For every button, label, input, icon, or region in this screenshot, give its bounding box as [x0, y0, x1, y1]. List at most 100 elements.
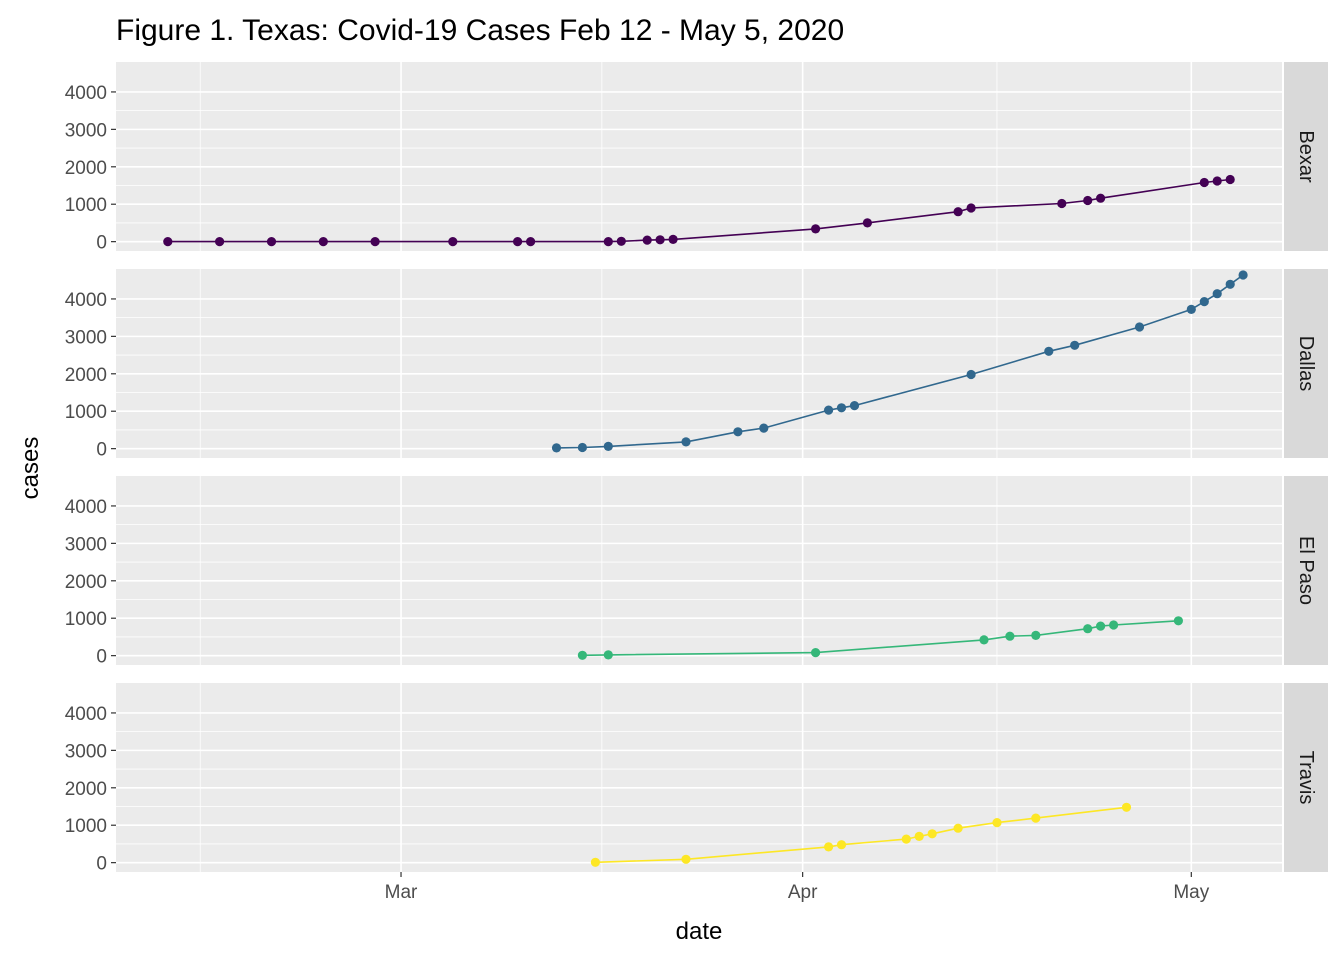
y-tick-label: 1000	[65, 609, 107, 630]
y-tick-label: 2000	[65, 779, 107, 800]
data-point	[992, 818, 1002, 828]
x-tick-label: Mar	[385, 882, 418, 903]
strip-label-dallas: Dallas	[1295, 336, 1317, 392]
y-tick-label: 3000	[65, 741, 107, 762]
data-point	[1199, 297, 1209, 307]
data-point	[655, 235, 665, 245]
data-point	[966, 369, 976, 380]
y-tick-label: 2000	[65, 158, 107, 179]
data-point	[979, 635, 989, 645]
y-tick-label: 1000	[65, 402, 107, 423]
data-point	[577, 650, 588, 660]
data-point	[862, 218, 873, 228]
y-tick-label: 3000	[65, 120, 107, 141]
panel-background	[116, 269, 1282, 458]
data-point	[616, 236, 626, 246]
facet-bexar: 0 1000 2000 3000 4000 Bexar	[65, 62, 1328, 254]
chart-title: Figure 1. Texas: Covid-19 Cases Feb 12 -…	[116, 14, 844, 47]
data-point	[1212, 289, 1222, 299]
data-point	[603, 237, 613, 247]
data-point	[1031, 630, 1041, 641]
strip-label-bexar: Bexar	[1295, 130, 1317, 183]
data-point	[953, 207, 963, 217]
data-point	[681, 854, 691, 864]
strip-background	[1284, 269, 1328, 458]
data-point	[1044, 346, 1054, 356]
facet-travis: 0 1000 2000 3000 4000 Travis	[65, 683, 1328, 875]
facet-el-paso: 0 1000 2000 3000 4000 El Paso	[65, 476, 1328, 668]
data-point	[914, 831, 924, 842]
y-tick-label: 2000	[65, 365, 107, 386]
y-axis-title: cases	[17, 437, 44, 500]
data-point	[1005, 631, 1015, 641]
data-point	[603, 441, 613, 451]
data-point	[1199, 177, 1209, 188]
y-tick-label: 3000	[65, 534, 107, 555]
data-point	[1083, 624, 1093, 634]
facet-panels: 0 1000 2000 3000 4000 Bexar 0 1000 2000 3000 4000 D…	[65, 62, 1328, 875]
data-point	[577, 442, 588, 453]
data-point	[1096, 193, 1106, 203]
data-point	[1096, 621, 1106, 631]
data-point	[215, 237, 225, 247]
data-point	[733, 427, 743, 437]
strip-label-travis: Travis	[1295, 751, 1317, 805]
data-point	[1109, 620, 1119, 630]
x-axis-title: date	[676, 918, 723, 945]
y-tick-label: 0	[96, 647, 107, 668]
data-point	[1134, 322, 1145, 332]
data-point	[1070, 340, 1080, 350]
series-line-el-paso	[582, 620, 1179, 657]
data-point	[526, 237, 536, 247]
data-point	[1225, 279, 1235, 289]
data-point	[1186, 304, 1196, 314]
data-point	[1031, 813, 1041, 823]
strip-label-el-paso: El Paso	[1295, 536, 1317, 605]
data-point	[759, 423, 769, 433]
data-point	[603, 650, 613, 660]
panel-background	[116, 683, 1282, 872]
data-point	[318, 237, 328, 247]
x-tick-label: May	[1173, 882, 1209, 903]
y-tick-label: 4000	[65, 704, 107, 725]
data-point	[836, 840, 847, 850]
data-point	[1121, 802, 1132, 812]
data-point	[836, 403, 847, 413]
data-point	[811, 224, 821, 234]
y-tick-label: 0	[96, 233, 107, 254]
strip-background	[1284, 62, 1328, 251]
data-point	[590, 857, 601, 867]
data-point	[1173, 616, 1183, 626]
data-point	[1212, 176, 1222, 186]
x-axis: Mar Apr May	[385, 872, 1210, 903]
data-point	[551, 443, 562, 453]
data-point	[927, 829, 937, 839]
strip-background	[1284, 683, 1328, 872]
y-tick-label: 0	[96, 440, 107, 461]
panel-background	[116, 62, 1282, 251]
data-point	[266, 237, 277, 247]
data-point	[681, 437, 691, 447]
data-point	[849, 401, 860, 411]
facet-dallas: 0 1000 2000 3000 4000 Dallas	[65, 269, 1328, 461]
data-point	[642, 235, 652, 245]
y-tick-label: 4000	[65, 83, 107, 104]
data-point	[901, 834, 911, 844]
data-point	[513, 237, 523, 247]
data-point	[953, 823, 963, 833]
y-tick-label: 1000	[65, 816, 107, 837]
y-tick-label: 1000	[65, 195, 107, 216]
data-point	[1083, 195, 1093, 206]
data-point	[370, 237, 380, 247]
panel-background	[116, 476, 1282, 665]
strip-background	[1284, 476, 1328, 665]
y-tick-label: 3000	[65, 327, 107, 348]
data-point	[1057, 198, 1067, 209]
data-point	[811, 648, 821, 658]
data-point	[163, 237, 173, 247]
data-point	[1238, 270, 1248, 280]
x-tick-label: Apr	[788, 882, 818, 903]
data-point	[824, 842, 834, 852]
data-point	[966, 203, 976, 213]
data-point	[1225, 174, 1235, 185]
